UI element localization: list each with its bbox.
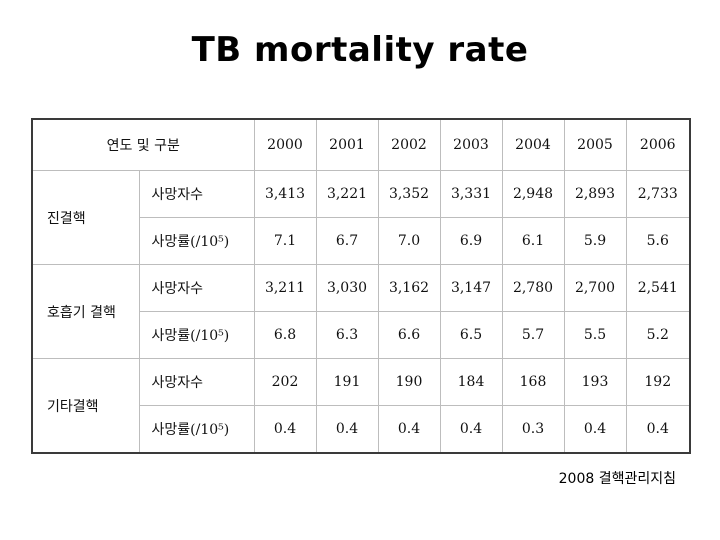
year-header-cell: 2006 — [625, 118, 691, 171]
value-cell: 6.1 — [501, 217, 565, 265]
table-row: 사망률(/10⁵) 7.1 6.7 7.0 6.9 6.1 5.9 5.6 — [32, 217, 691, 265]
row-label-cell: 사망률(/10⁵) — [138, 311, 255, 359]
value-cell: 2,541 — [625, 264, 691, 312]
value-cell: 2,780 — [501, 264, 565, 312]
value-cell: 6.6 — [377, 311, 441, 359]
value-cell: 6.7 — [315, 217, 379, 265]
row-label-cell: 사망자수 — [138, 264, 255, 312]
value-cell: 5.2 — [625, 311, 691, 359]
row-label-cell: 사망률(/10⁵) — [138, 217, 255, 265]
value-cell: 0.4 — [625, 405, 691, 454]
group-label-cell: 호흡기 결핵 — [31, 264, 140, 359]
value-cell: 2,893 — [563, 170, 627, 218]
value-cell: 193 — [563, 358, 627, 406]
value-cell: 3,413 — [253, 170, 317, 218]
group-label-cell: 진결핵 — [31, 170, 140, 265]
value-cell: 192 — [625, 358, 691, 406]
header-label-cell: 연도 및 구분 — [31, 118, 255, 171]
value-cell: 3,221 — [315, 170, 379, 218]
value-cell: 3,030 — [315, 264, 379, 312]
table-header-row: 연도 및 구분 2000 2001 2002 2003 2004 2005 20… — [31, 118, 691, 171]
table-row: 진결핵 사망자수 3,413 3,221 3,352 3,331 2,948 2… — [31, 170, 691, 265]
value-cell: 202 — [253, 358, 317, 406]
value-cell: 184 — [439, 358, 503, 406]
year-header-cell: 2002 — [377, 118, 441, 171]
year-header-cell: 2004 — [501, 118, 565, 171]
value-cell: 0.3 — [501, 405, 565, 454]
value-cell: 7.0 — [377, 217, 441, 265]
value-cell: 0.4 — [563, 405, 627, 454]
row-label-cell: 사망자수 — [138, 170, 255, 218]
table-row: 사망률(/10⁵) 0.4 0.4 0.4 0.4 0.3 0.4 0.4 — [32, 405, 691, 454]
value-cell: 5.7 — [501, 311, 565, 359]
value-cell: 3,352 — [377, 170, 441, 218]
value-cell: 0.4 — [253, 405, 317, 454]
row-label-cell: 사망자수 — [138, 358, 255, 406]
year-header-cell: 2003 — [439, 118, 503, 171]
value-cell: 5.6 — [625, 217, 691, 265]
value-cell: 6.5 — [439, 311, 503, 359]
value-cell: 3,162 — [377, 264, 441, 312]
group-label-cell: 기타결핵 — [31, 358, 140, 454]
year-header-cell: 2001 — [315, 118, 379, 171]
source-footnote: 2008 결핵관리지침 — [558, 471, 676, 487]
value-cell: 168 — [501, 358, 565, 406]
mortality-table: 연도 및 구분 2000 2001 2002 2003 2004 2005 20… — [31, 118, 691, 454]
table-row: 사망률(/10⁵) 6.8 6.3 6.6 6.5 5.7 5.5 5.2 — [32, 311, 691, 359]
value-cell: 3,331 — [439, 170, 503, 218]
value-cell: 3,211 — [253, 264, 317, 312]
value-cell: 191 — [315, 358, 379, 406]
value-cell: 2,700 — [563, 264, 627, 312]
value-cell: 6.9 — [439, 217, 503, 265]
value-cell: 3,147 — [439, 264, 503, 312]
value-cell: 6.8 — [253, 311, 317, 359]
value-cell: 5.9 — [563, 217, 627, 265]
value-cell: 2,733 — [625, 170, 691, 218]
slide-title: TB mortality rate — [191, 30, 529, 70]
value-cell: 190 — [377, 358, 441, 406]
year-header-cell: 2000 — [253, 118, 317, 171]
value-cell: 5.5 — [563, 311, 627, 359]
value-cell: 0.4 — [315, 405, 379, 454]
year-header-cell: 2005 — [563, 118, 627, 171]
row-label-cell: 사망률(/10⁵) — [138, 405, 255, 454]
table-row: 기타결핵 사망자수 202 191 190 184 168 193 192 — [31, 358, 691, 454]
value-cell: 2,948 — [501, 170, 565, 218]
value-cell: 6.3 — [315, 311, 379, 359]
value-cell: 0.4 — [439, 405, 503, 454]
table-row: 호흡기 결핵 사망자수 3,211 3,030 3,162 3,147 2,78… — [31, 264, 691, 359]
value-cell: 0.4 — [377, 405, 441, 454]
value-cell: 7.1 — [253, 217, 317, 265]
